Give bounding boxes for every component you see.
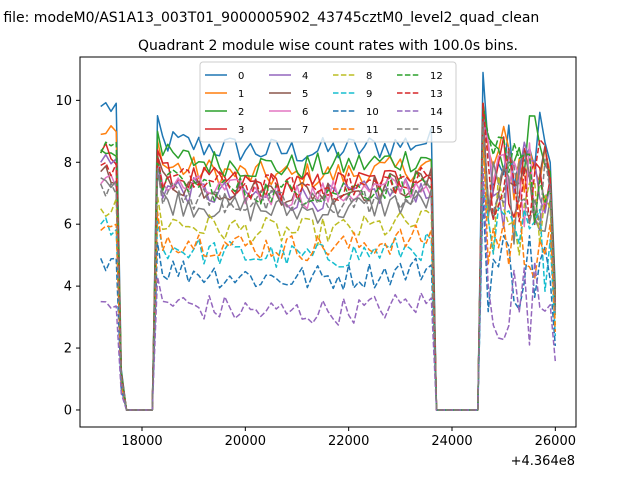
y-tick-label: 8 xyxy=(64,156,72,171)
series-line-13 xyxy=(100,102,557,411)
x-tick-label: 20000 xyxy=(225,434,266,449)
legend-label-9: 9 xyxy=(366,89,372,100)
axes: 18000 20000 22000 24000 26000 0 2 4 6 8 10 xyxy=(55,94,576,449)
legend-label-15: 15 xyxy=(430,125,443,136)
axes-frame xyxy=(79,56,577,428)
legend-label-4: 4 xyxy=(302,71,308,82)
y-tick-label: 4 xyxy=(64,280,72,295)
chart-title: Quadrant 2 module wise count rates with … xyxy=(138,38,518,54)
series-line-11 xyxy=(100,130,557,411)
series-line-10 xyxy=(100,192,557,411)
series-line-14 xyxy=(100,167,557,411)
plot-area xyxy=(100,71,557,411)
y-tick-label: 6 xyxy=(64,218,72,233)
series-line-8 xyxy=(100,136,557,411)
legend-label-0: 0 xyxy=(238,71,244,82)
series-line-9 xyxy=(100,186,557,411)
y-tick-label: 2 xyxy=(64,342,72,357)
legend-label-5: 5 xyxy=(302,89,308,100)
series-line-12 xyxy=(100,105,557,411)
x-tick-label: 22000 xyxy=(328,434,369,449)
figure-suptitle: n file: modeM0/AS1A13_003T01_9000005902_… xyxy=(0,10,539,26)
legend-label-12: 12 xyxy=(430,71,443,82)
legend-label-3: 3 xyxy=(238,125,244,136)
x-tick-label: 24000 xyxy=(431,434,472,449)
series-line-15 xyxy=(100,121,557,411)
legend-label-2: 2 xyxy=(238,107,244,118)
series-line-7 xyxy=(100,130,557,411)
legend-label-13: 13 xyxy=(430,89,443,100)
legend-label-11: 11 xyxy=(366,125,379,136)
x-offset-label: +4.364e8 xyxy=(511,454,575,469)
legend-label-1: 1 xyxy=(238,89,244,100)
legend-label-14: 14 xyxy=(430,107,443,118)
legend-box xyxy=(199,61,457,143)
y-tick-label: 10 xyxy=(55,94,72,109)
legend-label-10: 10 xyxy=(366,107,379,118)
x-tick-label: 26000 xyxy=(535,434,576,449)
legend-label-8: 8 xyxy=(366,71,372,82)
y-tick-label: 0 xyxy=(64,403,72,418)
legend-label-7: 7 xyxy=(302,125,308,136)
x-tick-label: 18000 xyxy=(121,434,162,449)
legend-label-6: 6 xyxy=(302,107,308,118)
